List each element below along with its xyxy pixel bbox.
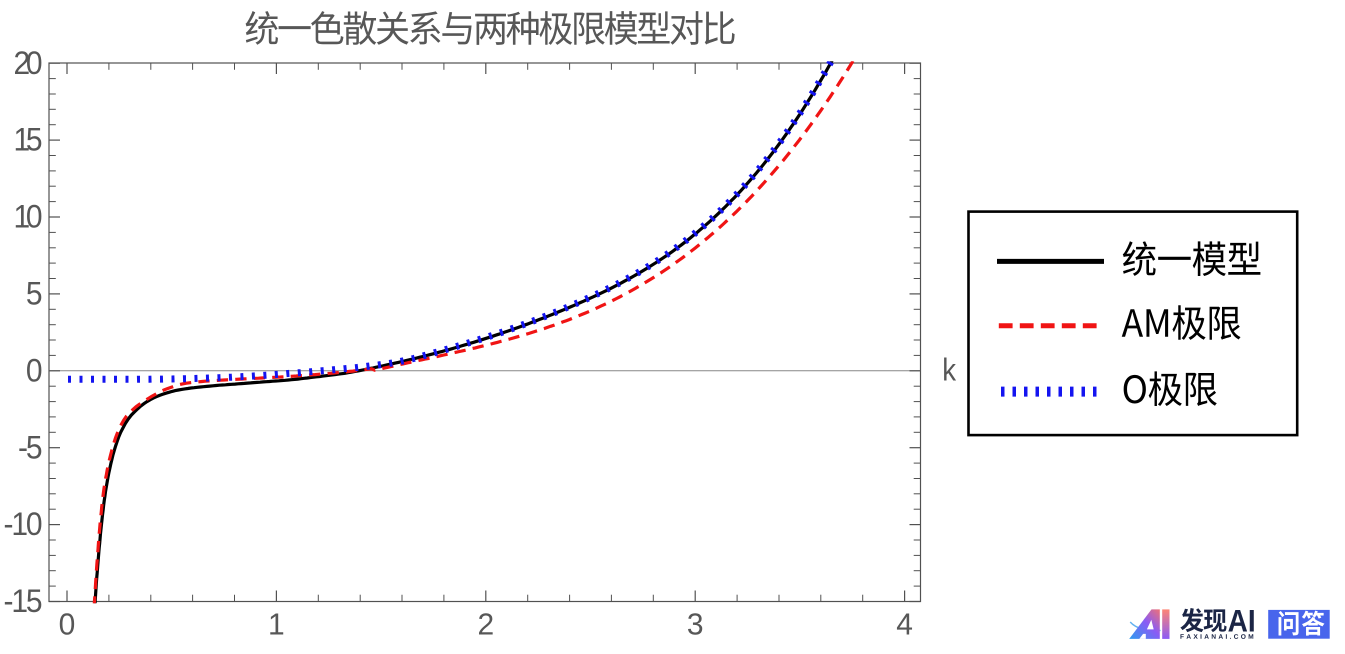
svg-text:20: 20 — [14, 45, 43, 81]
svg-text:0: 0 — [26, 352, 43, 388]
svg-text:15: 15 — [14, 122, 43, 158]
svg-text:0: 0 — [59, 607, 76, 642]
svg-text:k: k — [942, 353, 956, 388]
svg-text:3: 3 — [687, 607, 704, 642]
svg-text:10: 10 — [14, 198, 43, 234]
svg-text:-15: -15 — [4, 583, 43, 619]
svg-text:AI: AI — [1228, 604, 1256, 639]
svg-text:5: 5 — [26, 275, 43, 311]
svg-text:1: 1 — [268, 607, 285, 642]
svg-text:-5: -5 — [18, 429, 43, 465]
svg-text:-10: -10 — [4, 506, 43, 542]
svg-text:2: 2 — [477, 607, 494, 642]
svg-text:4: 4 — [896, 607, 913, 642]
